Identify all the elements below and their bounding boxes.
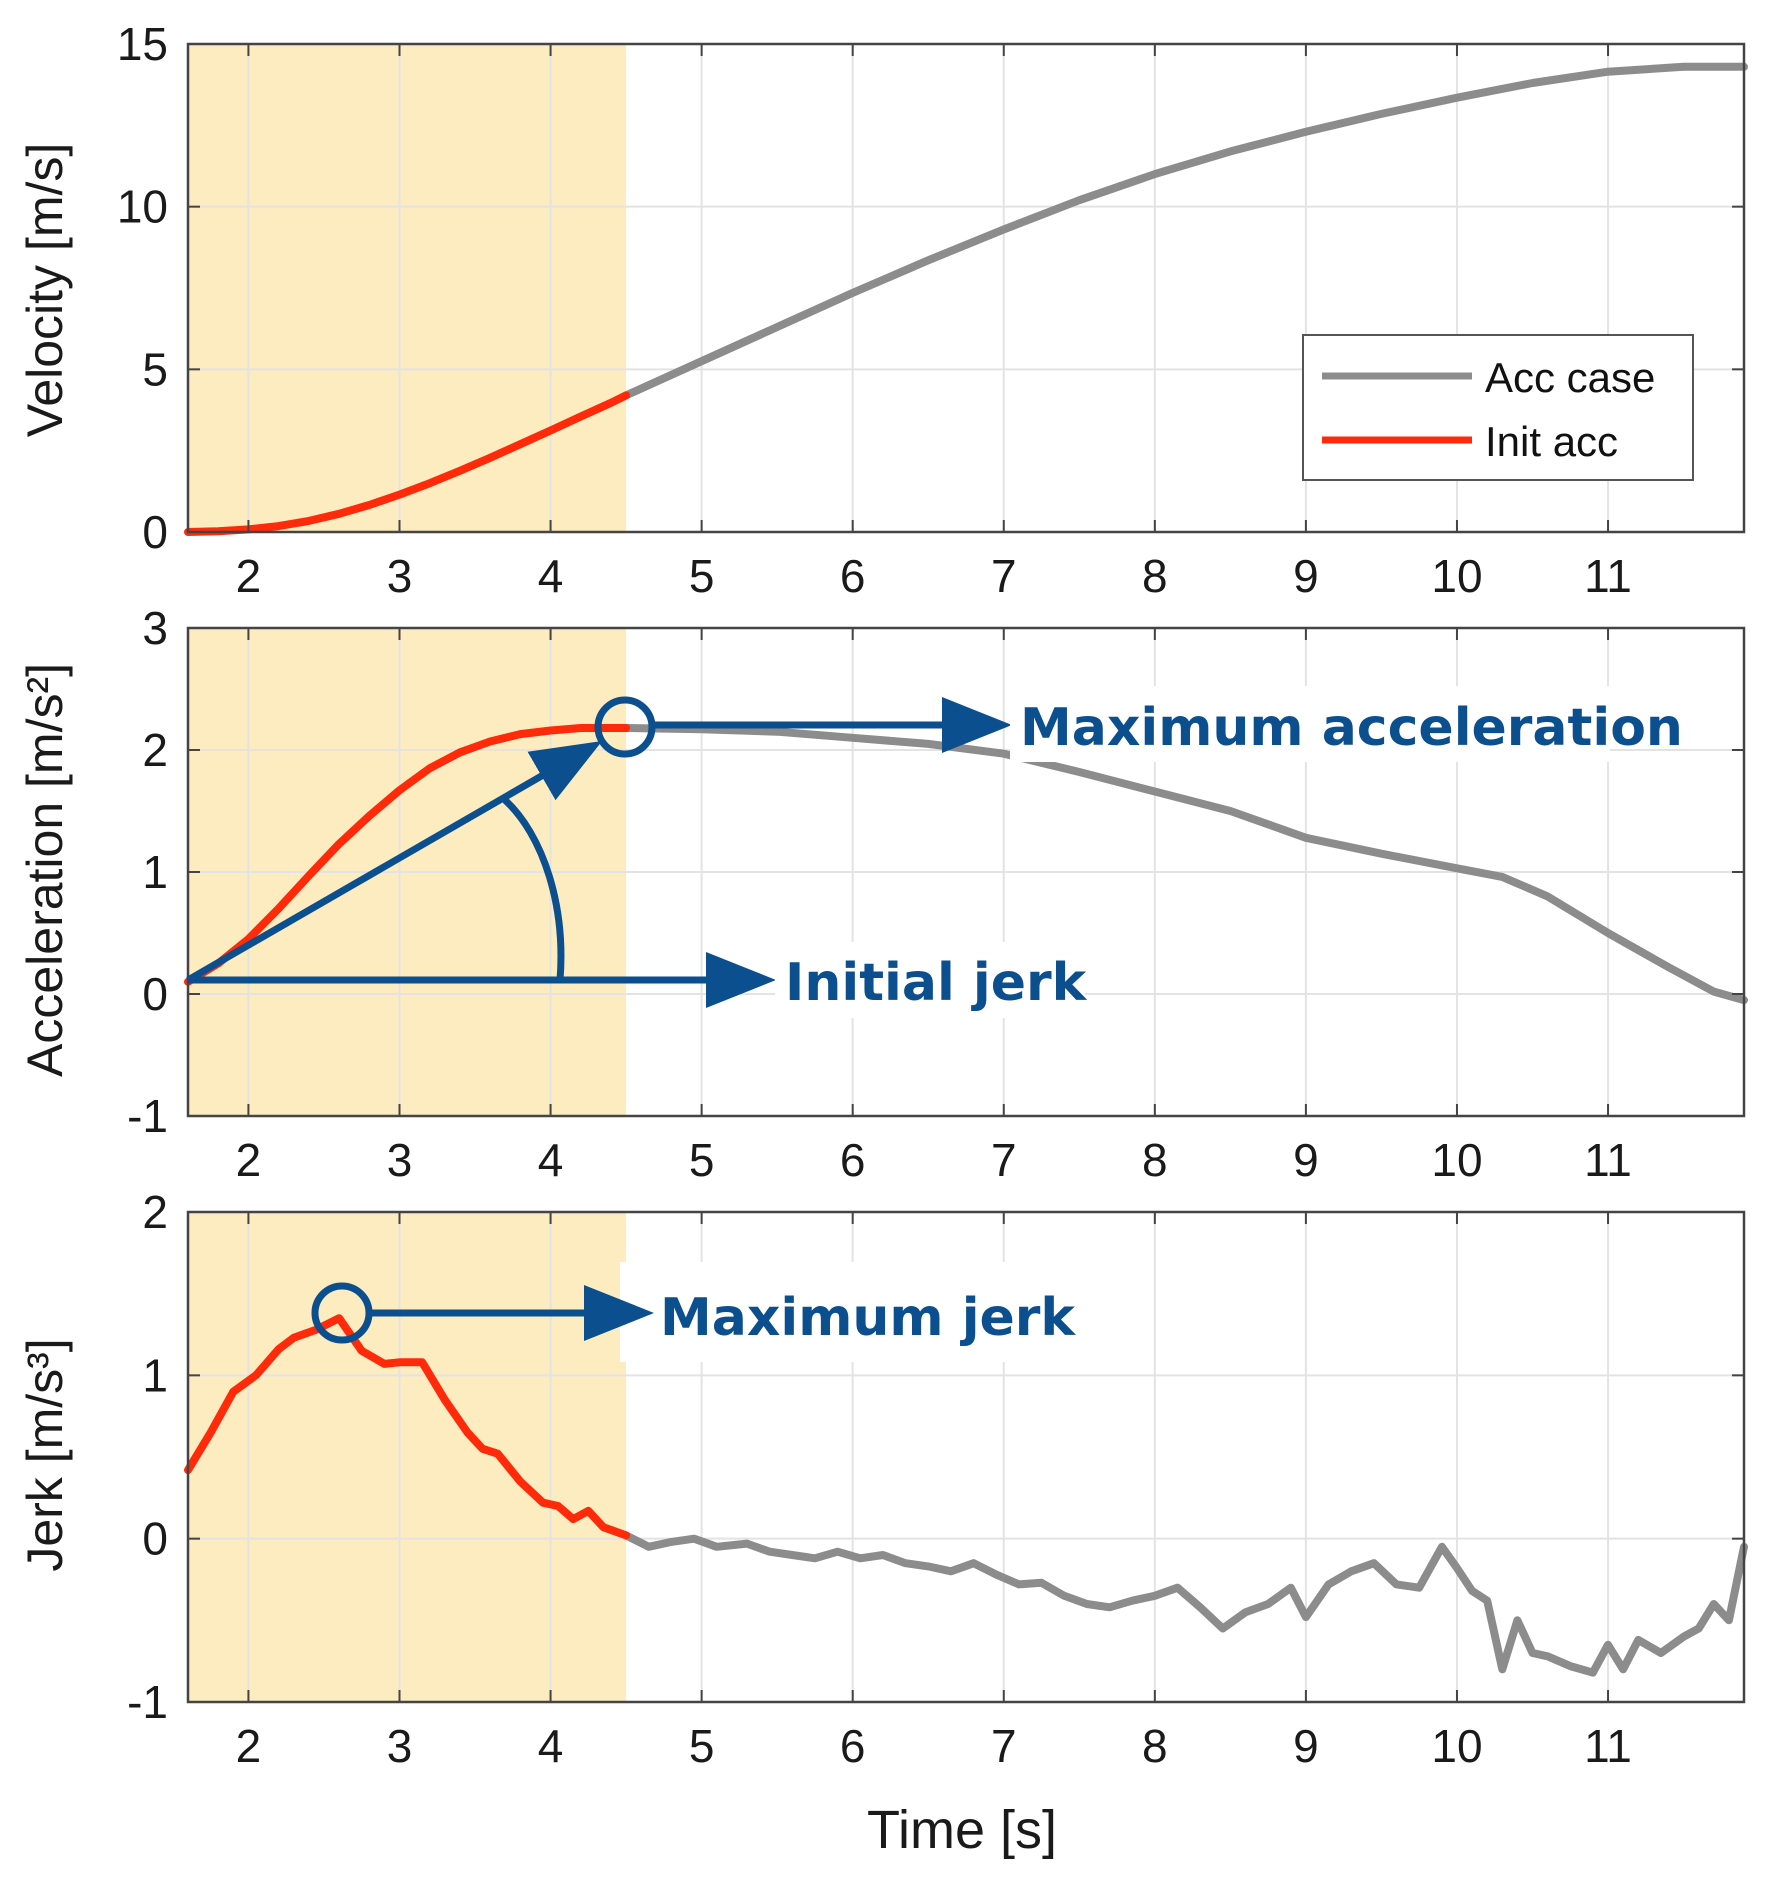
acceleration-xtick-label: 11	[1584, 1134, 1632, 1186]
acceleration-panel: 2 3 4 5 6 7 8 9 10 11 -1 0 1 2 3 Acceleration [m/s²] M…	[17, 602, 1748, 1186]
jerk-panel: 2 3 4 5 6 7 8 9 10 11 -1 0 1 2 Jerk [m/s³] Time [s] M…	[17, 1186, 1748, 1860]
jerk-xtick-label: 11	[1584, 1720, 1632, 1772]
jerk-axes-box	[186, 1210, 1746, 1704]
velocity-axes-box	[186, 42, 1746, 534]
velocity-panel: 2 3 4 5 6 7 8 9 10 11 0 5 10 15 Velocity [m/s] Acc ca…	[17, 18, 1748, 602]
acceleration-series-acc-case	[622, 724, 1748, 1005]
legend-label-acc-case: Acc case	[1485, 354, 1655, 401]
initial-jerk-angle-arc	[502, 797, 565, 981]
initial-jerk-label: Initial jerk	[785, 953, 1088, 1013]
jerk-annotations: Maximum jerk	[311, 1262, 1076, 1362]
jerk-ytick-label: 0	[142, 1513, 168, 1565]
acceleration-xtick-label: 8	[1142, 1134, 1168, 1186]
legend-label-init-acc: Init acc	[1485, 418, 1618, 465]
velocity-tick-labels: 2 3 4 5 6 7 8 9 10 11 0 5 10 15	[117, 18, 1632, 602]
acceleration-xtick-label: 2	[236, 1134, 262, 1186]
velocity-xtick-label: 6	[840, 550, 866, 602]
acceleration-series-init-acc	[184, 724, 631, 986]
maximum-acceleration-label-bg	[1010, 686, 1610, 762]
velocity-ytick-label: 0	[142, 506, 168, 558]
jerk-xtick-label: 10	[1431, 1720, 1482, 1772]
velocity-xtick-label: 3	[387, 550, 413, 602]
acceleration-xtick-label: 4	[538, 1134, 564, 1186]
acceleration-axes-box	[186, 626, 1746, 1118]
jerk-series-init-acc	[184, 1314, 631, 1540]
maximum-jerk-label-bg	[620, 1262, 1040, 1362]
jerk-tick-labels: 2 3 4 5 6 7 8 9 10 11 -1 0 1 2	[127, 1186, 1632, 1772]
initial-jerk-label-bg	[775, 942, 1085, 1018]
jerk-xtick-label: 8	[1142, 1720, 1168, 1772]
jerk-ylabel: Jerk [m/s³]	[17, 1338, 73, 1571]
velocity-xtick-label: 4	[538, 550, 564, 602]
velocity-series	[184, 62, 1748, 536]
jerk-xtick-label: 3	[387, 1720, 413, 1772]
acceleration-ytick-label: -1	[127, 1090, 168, 1142]
acceleration-axes-frame	[186, 626, 1746, 1118]
acceleration-xtick-label: 6	[840, 1134, 866, 1186]
jerk-highlight-rect	[188, 1212, 627, 1702]
velocity-xtick-label: 2	[236, 550, 262, 602]
jerk-xtick-label: 6	[840, 1720, 866, 1772]
acceleration-xtick-label: 9	[1293, 1134, 1319, 1186]
jerk-axes-frame	[186, 1210, 1746, 1704]
acceleration-ytick-label: 2	[142, 724, 168, 776]
maximum-acceleration-label: Maximum acceleration	[1020, 698, 1683, 758]
jerk-xtick-label: 2	[236, 1720, 262, 1772]
velocity-axes-frame	[186, 42, 1746, 534]
acceleration-xtick-label: 5	[689, 1134, 715, 1186]
acceleration-xtick-label: 3	[387, 1134, 413, 1186]
initial-jerk-slope-arrow	[186, 741, 603, 984]
velocity-xtick-label: 8	[1142, 550, 1168, 602]
acceleration-xtick-label: 7	[991, 1134, 1017, 1186]
velocity-series-init-acc	[184, 391, 631, 536]
legend: Acc case Init acc	[1302, 334, 1694, 481]
acceleration-series	[184, 724, 1748, 1005]
jerk-ytick-label: -1	[127, 1676, 168, 1728]
acceleration-ylabel: Acceleration [m/s²]	[17, 663, 73, 1077]
velocity-series-acc-case	[622, 62, 1748, 400]
velocity-xtick-label: 9	[1293, 550, 1319, 602]
jerk-series	[184, 1314, 1748, 1677]
x-axis-label: Time [s]	[867, 1800, 1057, 1860]
acceleration-ytick-label: 1	[142, 846, 168, 898]
velocity-ytick-label: 15	[117, 18, 168, 70]
velocity-xtick-label: 11	[1584, 550, 1632, 602]
jerk-ytick-label: 1	[142, 1349, 168, 1401]
velocity-xtick-label: 5	[689, 550, 715, 602]
maximum-jerk-label: Maximum jerk	[660, 1288, 1076, 1348]
jerk-series-acc-case	[622, 1531, 1748, 1677]
jerk-highlight-region	[188, 1212, 627, 1702]
jerk-xtick-label: 7	[991, 1720, 1017, 1772]
velocity-ylabel: Velocity [m/s]	[17, 143, 73, 438]
acceleration-ytick-label: 3	[142, 602, 168, 654]
velocity-xtick-label: 10	[1431, 550, 1482, 602]
legend-box	[1302, 334, 1694, 481]
acceleration-ytick-label: 0	[142, 968, 168, 1020]
acceleration-annotations: Maximum acceleration Initial jerk	[186, 686, 1683, 1018]
jerk-xtick-label: 4	[538, 1720, 564, 1772]
velocity-ytick-label: 5	[142, 343, 168, 395]
jerk-ytick-label: 2	[142, 1186, 168, 1238]
jerk-xtick-label: 5	[689, 1720, 715, 1772]
acceleration-tick-labels: 2 3 4 5 6 7 8 9 10 11 -1 0 1 2 3	[127, 602, 1632, 1186]
jerk-xtick-label: 9	[1293, 1720, 1319, 1772]
velocity-highlight-region	[188, 44, 627, 532]
velocity-highlight-rect	[188, 44, 627, 532]
acceleration-xtick-label: 10	[1431, 1134, 1482, 1186]
velocity-xtick-label: 7	[991, 550, 1017, 602]
velocity-ytick-label: 10	[117, 181, 168, 233]
